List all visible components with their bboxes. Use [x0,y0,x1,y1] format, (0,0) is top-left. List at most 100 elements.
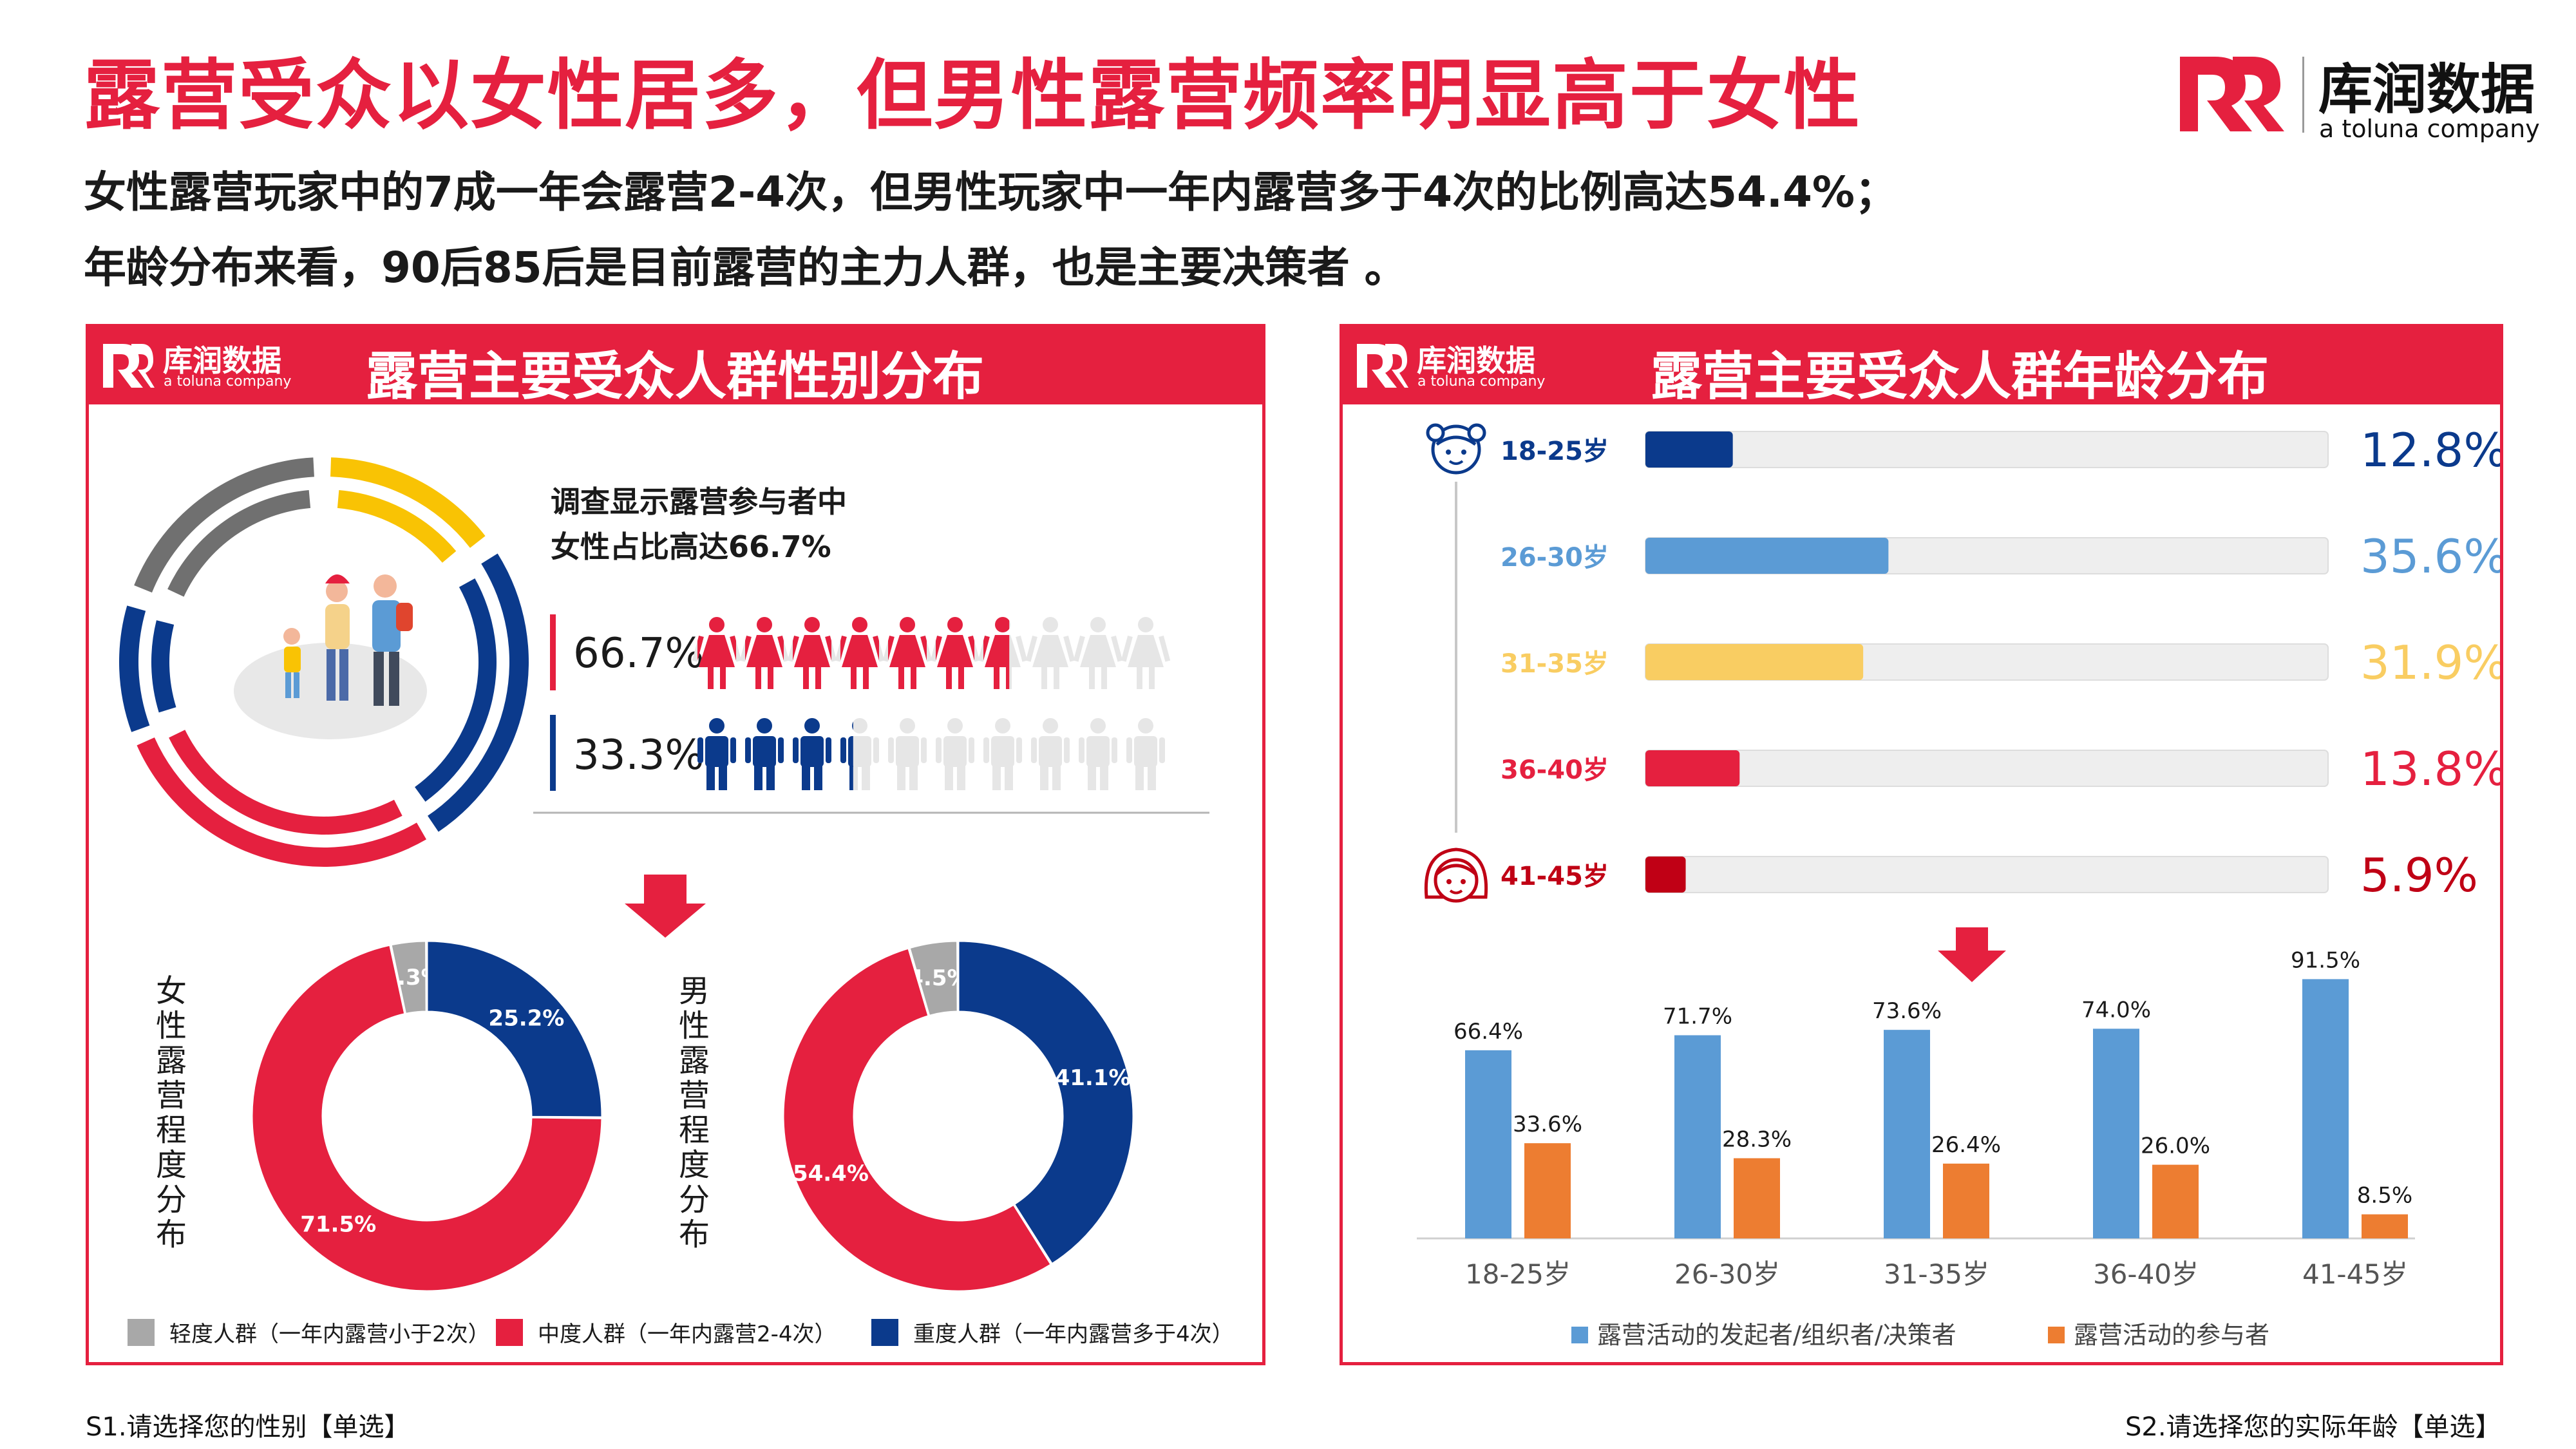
subtitle-line-1: 女性露营玩家中的7成一年会露营2-4次，但男性玩家中一年内露营多于4次的比例高达… [84,167,1898,217]
ring-segment [169,730,402,835]
x-tick-label: 31-35岁 [1884,1258,1989,1290]
gender-note-line-2: 女性占比高达66.7% [551,529,831,564]
male-frequency-donut: 4.5%41.1%54.4% [782,940,1135,1293]
vertical-label-char: 性 [156,1008,187,1044]
mini-logo-en: a toluna company [164,374,292,390]
decorative-ring [119,457,529,867]
legend-label-medium: 中度人群（一年内露营2-4次） [538,1321,837,1347]
bar-value-label: 73.6% [1872,998,1942,1024]
age-group-label: 18-25岁 [1501,437,1609,466]
age-bar [1645,431,1733,468]
age-group-label: 26-30岁 [1501,543,1609,573]
gender-panel: 库润数据 a toluna company 露营主要受众人群性别分布 [86,324,1265,1365]
woman-icon [882,617,933,689]
age-percent-label: 5.9% [2360,848,2478,902]
gender-figure: 调查显示露营参与者中 女性占比高达66.7% 66.7% 33.3% 女性露营程… [119,457,1234,1347]
ring-segment [119,605,150,732]
ring-segment [134,457,314,593]
man-icon [745,718,784,790]
male-accent-bar [550,715,556,791]
age-percent-label: 31.9% [2360,636,2500,690]
gender-note-line-1: 调查显示露营参与者中 [551,484,847,519]
bar-value-label: 8.5% [2357,1183,2412,1209]
footnote-left: S1.请选择您的性别【单选】 [86,1412,410,1442]
x-tick-label: 41-45岁 [2302,1258,2408,1290]
vertical-label-char: 布 [156,1217,187,1253]
age-figure: 18-25岁 12.8% 26-30岁 35.6% 31-35岁 31.9% 36-40岁 1… [1417,423,2500,1349]
ring-segment [428,553,529,832]
ring-segment [330,457,486,548]
age-bar-track [1645,856,2329,893]
man-icon [888,718,927,790]
brand-logo: 库润数据 a toluna company [2174,45,2560,148]
page-title: 露营受众以女性居多，但男性露营频率明显高于女性 [84,51,1862,140]
woman-icon [930,617,980,689]
donut-slice [426,940,603,1119]
man-icon [983,718,1022,790]
participant-bar [1524,1143,1571,1238]
donut-slice [957,940,1135,1265]
woman-face-icon [1424,848,1488,903]
ring-segment [415,578,497,802]
age-bar [1645,750,1740,786]
woman-icon [739,617,790,689]
bar-value-label: 66.4% [1454,1019,1523,1045]
family-illustration-icon [234,574,427,739]
female-frequency-donut: 3.3%25.2%71.5% [251,940,603,1293]
mini-logo-icon [1357,344,1408,388]
vertical-label-char: 营 [156,1077,187,1113]
x-tick-label: 36-40岁 [2093,1258,2199,1290]
role-legend: 露营活动的发起者/组织者/决策者 露营活动的参与者 [1571,1321,2269,1349]
bar-value-label: 33.6% [1513,1112,1582,1137]
brand-divider [2302,57,2304,133]
man-icon [840,718,879,790]
man-icon [936,718,974,790]
brand-name-cn: 库润数据 [2318,58,2535,121]
brand-name-en: a toluna company [2319,115,2540,143]
woman-icon [692,617,742,689]
vertical-label-char: 露 [679,1043,710,1079]
donut-value-label: 71.5% [300,1212,376,1238]
initiator-bar [1884,1030,1930,1238]
subtitle-line-2: 年龄分布来看，90后85后是目前露营的主力人群，也是主要决策者 。 [84,243,1407,292]
bar-value-label: 28.3% [1722,1126,1792,1152]
role-grouped-bar-chart: 66.4% 33.6% 18-25岁 71.7% 28.3% 26-30岁 73.6% 26.… [1417,947,2415,1290]
vertical-label-char: 程 [156,1112,187,1148]
legend-swatch-light [128,1319,155,1346]
man-icon [793,718,831,790]
female-percent-label: 66.7% [573,630,704,677]
vertical-label-char: 露 [156,1043,187,1079]
mini-logo-icon [103,344,155,388]
frequency-legend: 轻度人群（一年内露营小于2次） 中度人群（一年内露营2-4次） 重度人群（一年内… [128,1319,1234,1347]
man-icon [1031,718,1070,790]
vertical-label-char: 程 [679,1112,710,1148]
mini-logo-en: a toluna company [1417,374,1546,390]
legend-label-light: 轻度人群（一年内露营小于2次） [169,1321,490,1347]
legend-swatch-medium [496,1319,523,1346]
donut-value-label: 41.1% [1055,1065,1131,1091]
initiator-bar [2302,979,2349,1238]
x-tick-label: 26-30岁 [1674,1258,1780,1290]
donut-value-label: 54.4% [793,1161,869,1187]
age-distribution-bars: 18-25岁 12.8% 26-30岁 35.6% 31-35岁 31.9% 36-40岁 1… [1501,423,2500,902]
mini-logo-cn: 库润数据 [163,343,281,378]
legend-swatch-participant [2048,1327,2065,1343]
participant-bar [2362,1214,2408,1238]
ring-segment [137,737,426,867]
male-percent-label: 33.3% [573,732,704,779]
age-percent-label: 13.8% [2360,742,2500,796]
x-tick-label: 18-25岁 [1465,1258,1571,1290]
woman-icon [978,617,1028,689]
vertical-label-char: 度 [679,1147,710,1183]
ring-segment [151,620,176,713]
vertical-label-char: 分 [679,1182,710,1218]
participant-bar [2152,1164,2199,1238]
woman-icon [1121,617,1171,689]
age-group-label: 31-35岁 [1501,649,1609,679]
mini-logo-cn: 库润数据 [1417,343,1535,378]
man-icon [1079,718,1117,790]
donut-value-label: 25.2% [488,1006,564,1032]
legend-swatch-initiator [1571,1327,1588,1343]
vertical-label-char: 性 [679,1008,710,1044]
initiator-bar [1465,1050,1511,1238]
